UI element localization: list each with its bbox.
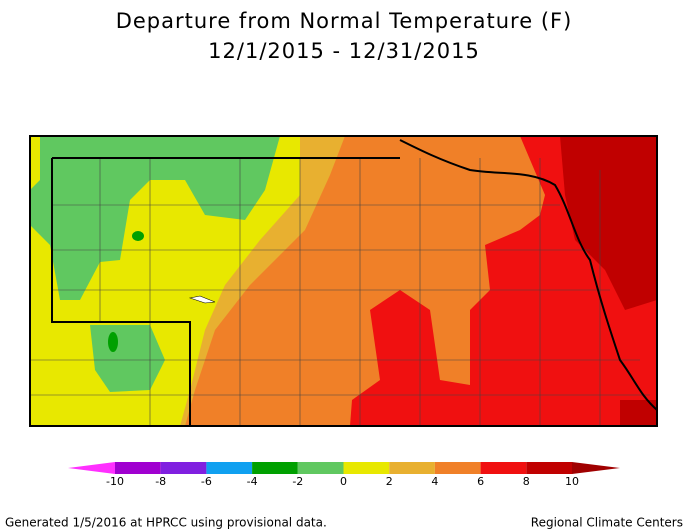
legend-tick-label: 2 [386,475,393,488]
legend-tick-label: 8 [523,475,530,488]
footer-left: Generated 1/5/2016 at HPRCC using provis… [5,516,327,530]
title: Departure from Normal Temperature (F) [116,9,573,33]
legend-tick-label: -6 [201,475,212,488]
legend-swatch [526,462,572,474]
state-lines [29,135,658,427]
legend-tick-label: 0 [340,475,347,488]
legend-swatch [480,462,527,474]
legend-swatch [389,462,435,474]
map-darkred [560,136,657,310]
map-darkgreen [132,231,144,241]
legend-swatch [343,462,390,474]
map-darkgreen [108,332,118,352]
legend-tick-label: -2 [292,475,303,488]
legend-swatch [206,462,253,474]
legend-tick-label: 6 [477,475,484,488]
legend-swatch [252,462,298,474]
map-darkred [620,400,657,426]
county-lines [30,158,650,426]
legend-tick-label: -8 [155,475,166,488]
legend-swatch [160,462,207,474]
legend-swatch [115,462,161,474]
legend: -10 -8 -6 -4 -2 0 2 4 6 8 10 [68,462,620,488]
legend-arrow-high [572,462,620,474]
lake [188,295,216,304]
legend-tick-label: 4 [431,475,438,488]
legend-tick-label: -4 [247,475,258,488]
legend-tick-label: -10 [106,475,124,488]
legend-tick-label: 10 [565,475,579,488]
legend-swatch [297,462,344,474]
legend-arrow-low [68,462,115,474]
footer-right: Regional Climate Centers [531,516,683,530]
legend-swatch [434,462,481,474]
map-green [30,136,280,300]
map [29,135,658,427]
subtitle: 12/1/2015 - 12/31/2015 [208,39,480,63]
